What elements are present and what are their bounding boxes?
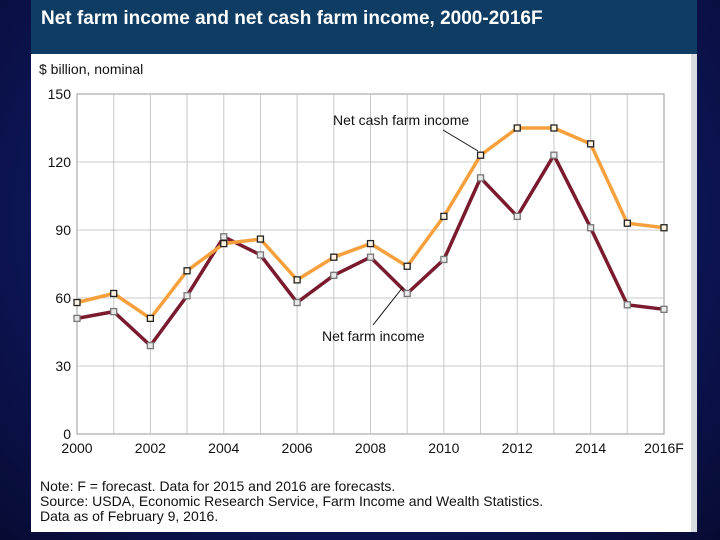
x-tick-label: 2008: [355, 440, 386, 456]
net-farm-income-point: [293, 298, 301, 307]
x-tick-label: 2002: [135, 440, 166, 456]
y-tick-label: 150: [48, 86, 72, 102]
net-cash-farm-income-point: [476, 151, 485, 159]
x-tick-label: 2014: [575, 440, 606, 456]
net-cash-farm-income-point: [110, 289, 118, 298]
note-forecast: Note: F = forecast. Data for 2015 and 20…: [40, 478, 396, 494]
net-cash-farm-income-point: [513, 124, 521, 132]
net-cash-farm-income-point: [623, 219, 631, 227]
x-tick-label: 2000: [61, 440, 92, 456]
net-farm-income-point: [550, 151, 558, 159]
net-farm-income-point: [146, 341, 155, 350]
net-cash-farm-income-point: [366, 239, 375, 248]
x-tick-label: 2004: [208, 440, 239, 456]
x-tick-label: 2016F: [644, 440, 684, 456]
y-tick-label: 0: [63, 426, 71, 442]
net-farm-income-point: [256, 251, 265, 259]
net-cash-farm-income-point: [146, 314, 155, 323]
net-farm-income-point: [623, 301, 631, 309]
net-cash-farm-income-point: [660, 224, 668, 232]
net-farm-income-point: [220, 233, 228, 241]
net-farm-income-point: [513, 212, 521, 221]
net-farm-income-point: [110, 307, 118, 316]
net-cash-farm-income-annotation: Net cash farm income: [333, 112, 469, 128]
chart-title-bar: Net farm income and net cash farm income…: [31, 0, 697, 54]
net-cash-farm-income-point: [330, 253, 338, 261]
net-cash-farm-income-point: [586, 140, 595, 148]
net-farm-income-point: [403, 289, 411, 298]
y-tick-label: 60: [55, 290, 71, 306]
net-cash-farm-income-point: [440, 212, 448, 221]
net-cash-farm-income-point: [220, 239, 228, 248]
x-tick-label: 2012: [502, 440, 533, 456]
net-cash-farm-income-leader: [442, 129, 479, 152]
net-cash-farm-income-point: [293, 276, 301, 284]
net-cash-farm-income-point: [550, 124, 558, 132]
net-farm-income-leader: [372, 286, 404, 326]
net-farm-income-point: [440, 255, 448, 264]
chart-notes: Note: F = forecast. Data for 2015 and 20…: [40, 479, 543, 524]
note-date: Data as of February 9, 2016.: [40, 508, 219, 524]
net-cash-farm-income-point: [403, 262, 411, 270]
line-chart: $ billion, nominal 0 30 60 90 120 150 2000 200…: [39, 61, 684, 456]
net-farm-income-point: [183, 292, 191, 300]
net-farm-income-point: [73, 314, 81, 323]
net-farm-income-point: [586, 224, 595, 232]
net-farm-income-point: [476, 174, 485, 182]
net-farm-income-point: [330, 271, 338, 279]
y-tick-label: 30: [55, 358, 71, 374]
net-farm-income-point: [660, 305, 668, 313]
x-tick-label: 2010: [428, 440, 459, 456]
net-cash-farm-income-point: [183, 267, 191, 275]
y-tick-label: 90: [55, 222, 71, 238]
note-source: Source: USDA, Economic Research Service,…: [40, 493, 544, 509]
chart-body: $ billion, nominal 0 30 60 90 120 150 2000 200…: [31, 54, 697, 532]
net-farm-income-point: [366, 253, 375, 261]
chart-title: Net farm income and net cash farm income…: [41, 8, 543, 29]
y-axis-label: $ billion, nominal: [39, 61, 143, 77]
net-farm-income-annotation: Net farm income: [322, 328, 425, 344]
y-tick-label: 120: [48, 154, 72, 170]
chart-card: Net farm income and net cash farm income…: [31, 0, 697, 532]
net-cash-farm-income-point: [256, 235, 265, 243]
net-cash-farm-income-point: [73, 298, 81, 307]
x-tick-label: 2006: [282, 440, 313, 456]
